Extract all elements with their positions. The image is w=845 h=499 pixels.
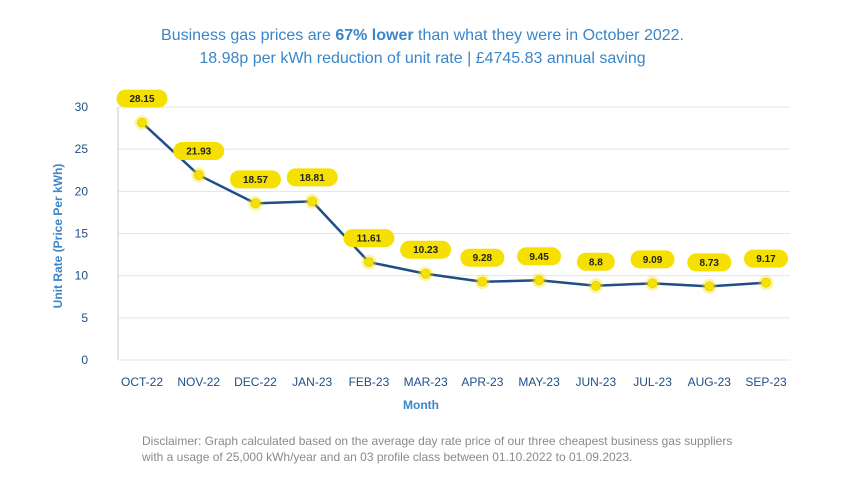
chart-title: Business gas prices are 67% lower than w…: [0, 24, 845, 70]
x-tick-label: SEP-23: [745, 375, 787, 389]
data-label-badge: [286, 168, 338, 187]
data-point: [704, 281, 715, 292]
data-label-badge: [400, 240, 452, 259]
y-axis-title: Unit Rate (Price Per kWh): [51, 164, 65, 309]
y-tick-label: 15: [75, 227, 89, 241]
data-label-badge: [460, 248, 505, 267]
data-point: [193, 170, 204, 180]
x-tick-label: FEB-23: [349, 375, 390, 389]
data-point: [364, 257, 374, 267]
line-chart: 0 5 10 15 20 25 30 OCT-22 NOV-22 DEC-22 JAN-23 FEB…: [51, 89, 790, 412]
x-tick-label: OCT-22: [121, 375, 163, 389]
data-label-badge: [173, 142, 225, 161]
x-tick-label: DEC-22: [234, 375, 277, 389]
data-point: [534, 275, 544, 286]
data-label: 8.8: [589, 257, 603, 268]
data-point: [761, 277, 771, 288]
data-point: [307, 196, 318, 207]
grid-lines: [118, 106, 790, 361]
x-tick-labels: OCT-22 NOV-22 DEC-22 JAN-23 FEB-23 MAR-23 APR-…: [121, 375, 787, 389]
x-tick-label: NOV-22: [177, 375, 220, 389]
data-label: 8.73: [700, 258, 720, 269]
x-tick-label: JAN-23: [292, 375, 332, 389]
y-tick-label: 10: [75, 269, 89, 283]
data-label: 11.61: [357, 234, 382, 245]
y-tick-label: 25: [75, 142, 89, 156]
data-label: 9.17: [756, 254, 776, 265]
data-label-badge: [116, 89, 168, 108]
x-tick-label: JUN-23: [575, 375, 616, 389]
data-label: 9.09: [643, 255, 663, 266]
y-tick-label: 30: [75, 100, 89, 114]
data-point: [477, 276, 488, 287]
title-line-1: Business gas prices are 67% lower than w…: [0, 24, 845, 47]
data-points: [134, 115, 774, 294]
data-label: 9.28: [473, 253, 493, 264]
data-label: 9.45: [529, 252, 549, 263]
title-text-a: Business gas prices are: [161, 27, 336, 44]
x-tick-label: APR-23: [461, 375, 503, 389]
data-point: [647, 278, 658, 289]
title-text-c: than what they were in October 2022.: [413, 27, 684, 44]
data-label-badge: [687, 253, 732, 272]
data-point: [590, 280, 601, 291]
data-label-badge: [576, 252, 615, 271]
data-point: [137, 117, 147, 128]
data-label: 10.23: [413, 245, 438, 256]
data-point: [250, 198, 261, 209]
data-label: 28.15: [129, 94, 154, 105]
data-label: 18.57: [243, 175, 268, 186]
x-tick-label: MAY-23: [518, 375, 560, 389]
data-label-badge: [343, 229, 395, 248]
data-label-badge: [744, 249, 788, 268]
data-point: [420, 268, 431, 279]
disclaimer: Disclaimer: Graph calculated based on th…: [142, 434, 733, 464]
data-label: 21.93: [186, 147, 211, 158]
data-label-badge: [229, 170, 281, 189]
y-tick-labels: 0 5 10 15 20 25 30: [75, 100, 89, 367]
data-label: 18.81: [300, 173, 325, 184]
y-tick-label: 0: [81, 353, 88, 367]
y-tick-label: 20: [75, 184, 89, 198]
data-labels: 28.15 21.93 18.57 18.81 11.61 10.23 9.28 9.45 8.…: [116, 89, 788, 272]
x-axis-title: Month: [403, 398, 439, 412]
y-tick-label: 5: [81, 311, 88, 325]
title-highlight: 67% lower: [335, 27, 414, 44]
title-line-2: 18.98p per kWh reduction of unit rate | …: [199, 50, 646, 67]
x-tick-label: MAR-23: [404, 375, 448, 389]
data-label-badge: [517, 247, 562, 266]
x-tick-label: JUL-23: [633, 375, 672, 389]
data-label-badge: [630, 250, 675, 269]
x-tick-label: AUG-23: [688, 375, 732, 389]
series-line: [141, 121, 767, 288]
